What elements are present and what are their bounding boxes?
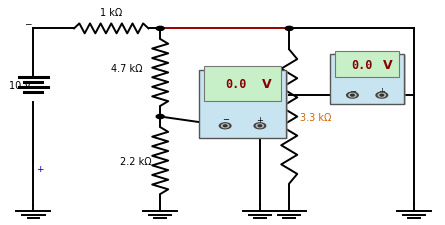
- FancyBboxPatch shape: [201, 72, 288, 139]
- Circle shape: [347, 93, 358, 99]
- FancyBboxPatch shape: [332, 56, 406, 106]
- Circle shape: [258, 125, 262, 127]
- Text: 10 V: 10 V: [9, 81, 31, 90]
- Circle shape: [254, 123, 266, 129]
- Circle shape: [256, 124, 263, 128]
- Bar: [204, 67, 281, 102]
- Text: −: −: [349, 86, 356, 95]
- Circle shape: [285, 27, 293, 31]
- Circle shape: [222, 124, 229, 128]
- Circle shape: [156, 27, 164, 31]
- Text: −: −: [24, 19, 31, 28]
- Text: V: V: [383, 58, 392, 72]
- Text: V: V: [262, 78, 272, 91]
- Bar: [330, 55, 404, 105]
- Text: +: +: [36, 164, 43, 173]
- Text: +: +: [256, 115, 263, 124]
- Circle shape: [219, 123, 231, 129]
- Text: 2.2 kΩ: 2.2 kΩ: [120, 156, 151, 166]
- Text: −: −: [222, 115, 229, 124]
- Bar: [199, 71, 286, 138]
- Text: 3.3 kΩ: 3.3 kΩ: [300, 112, 332, 122]
- Bar: [335, 52, 400, 78]
- Circle shape: [376, 93, 388, 99]
- Text: +: +: [378, 86, 385, 95]
- Circle shape: [380, 95, 384, 97]
- Circle shape: [223, 125, 227, 127]
- Circle shape: [351, 95, 354, 97]
- Circle shape: [156, 115, 164, 119]
- Text: 0.0: 0.0: [226, 78, 247, 91]
- Circle shape: [349, 94, 356, 97]
- Text: 4.7 kΩ: 4.7 kΩ: [111, 64, 142, 74]
- Text: 1 kΩ: 1 kΩ: [100, 8, 122, 18]
- Text: 0.0: 0.0: [351, 58, 372, 72]
- Circle shape: [378, 94, 385, 97]
